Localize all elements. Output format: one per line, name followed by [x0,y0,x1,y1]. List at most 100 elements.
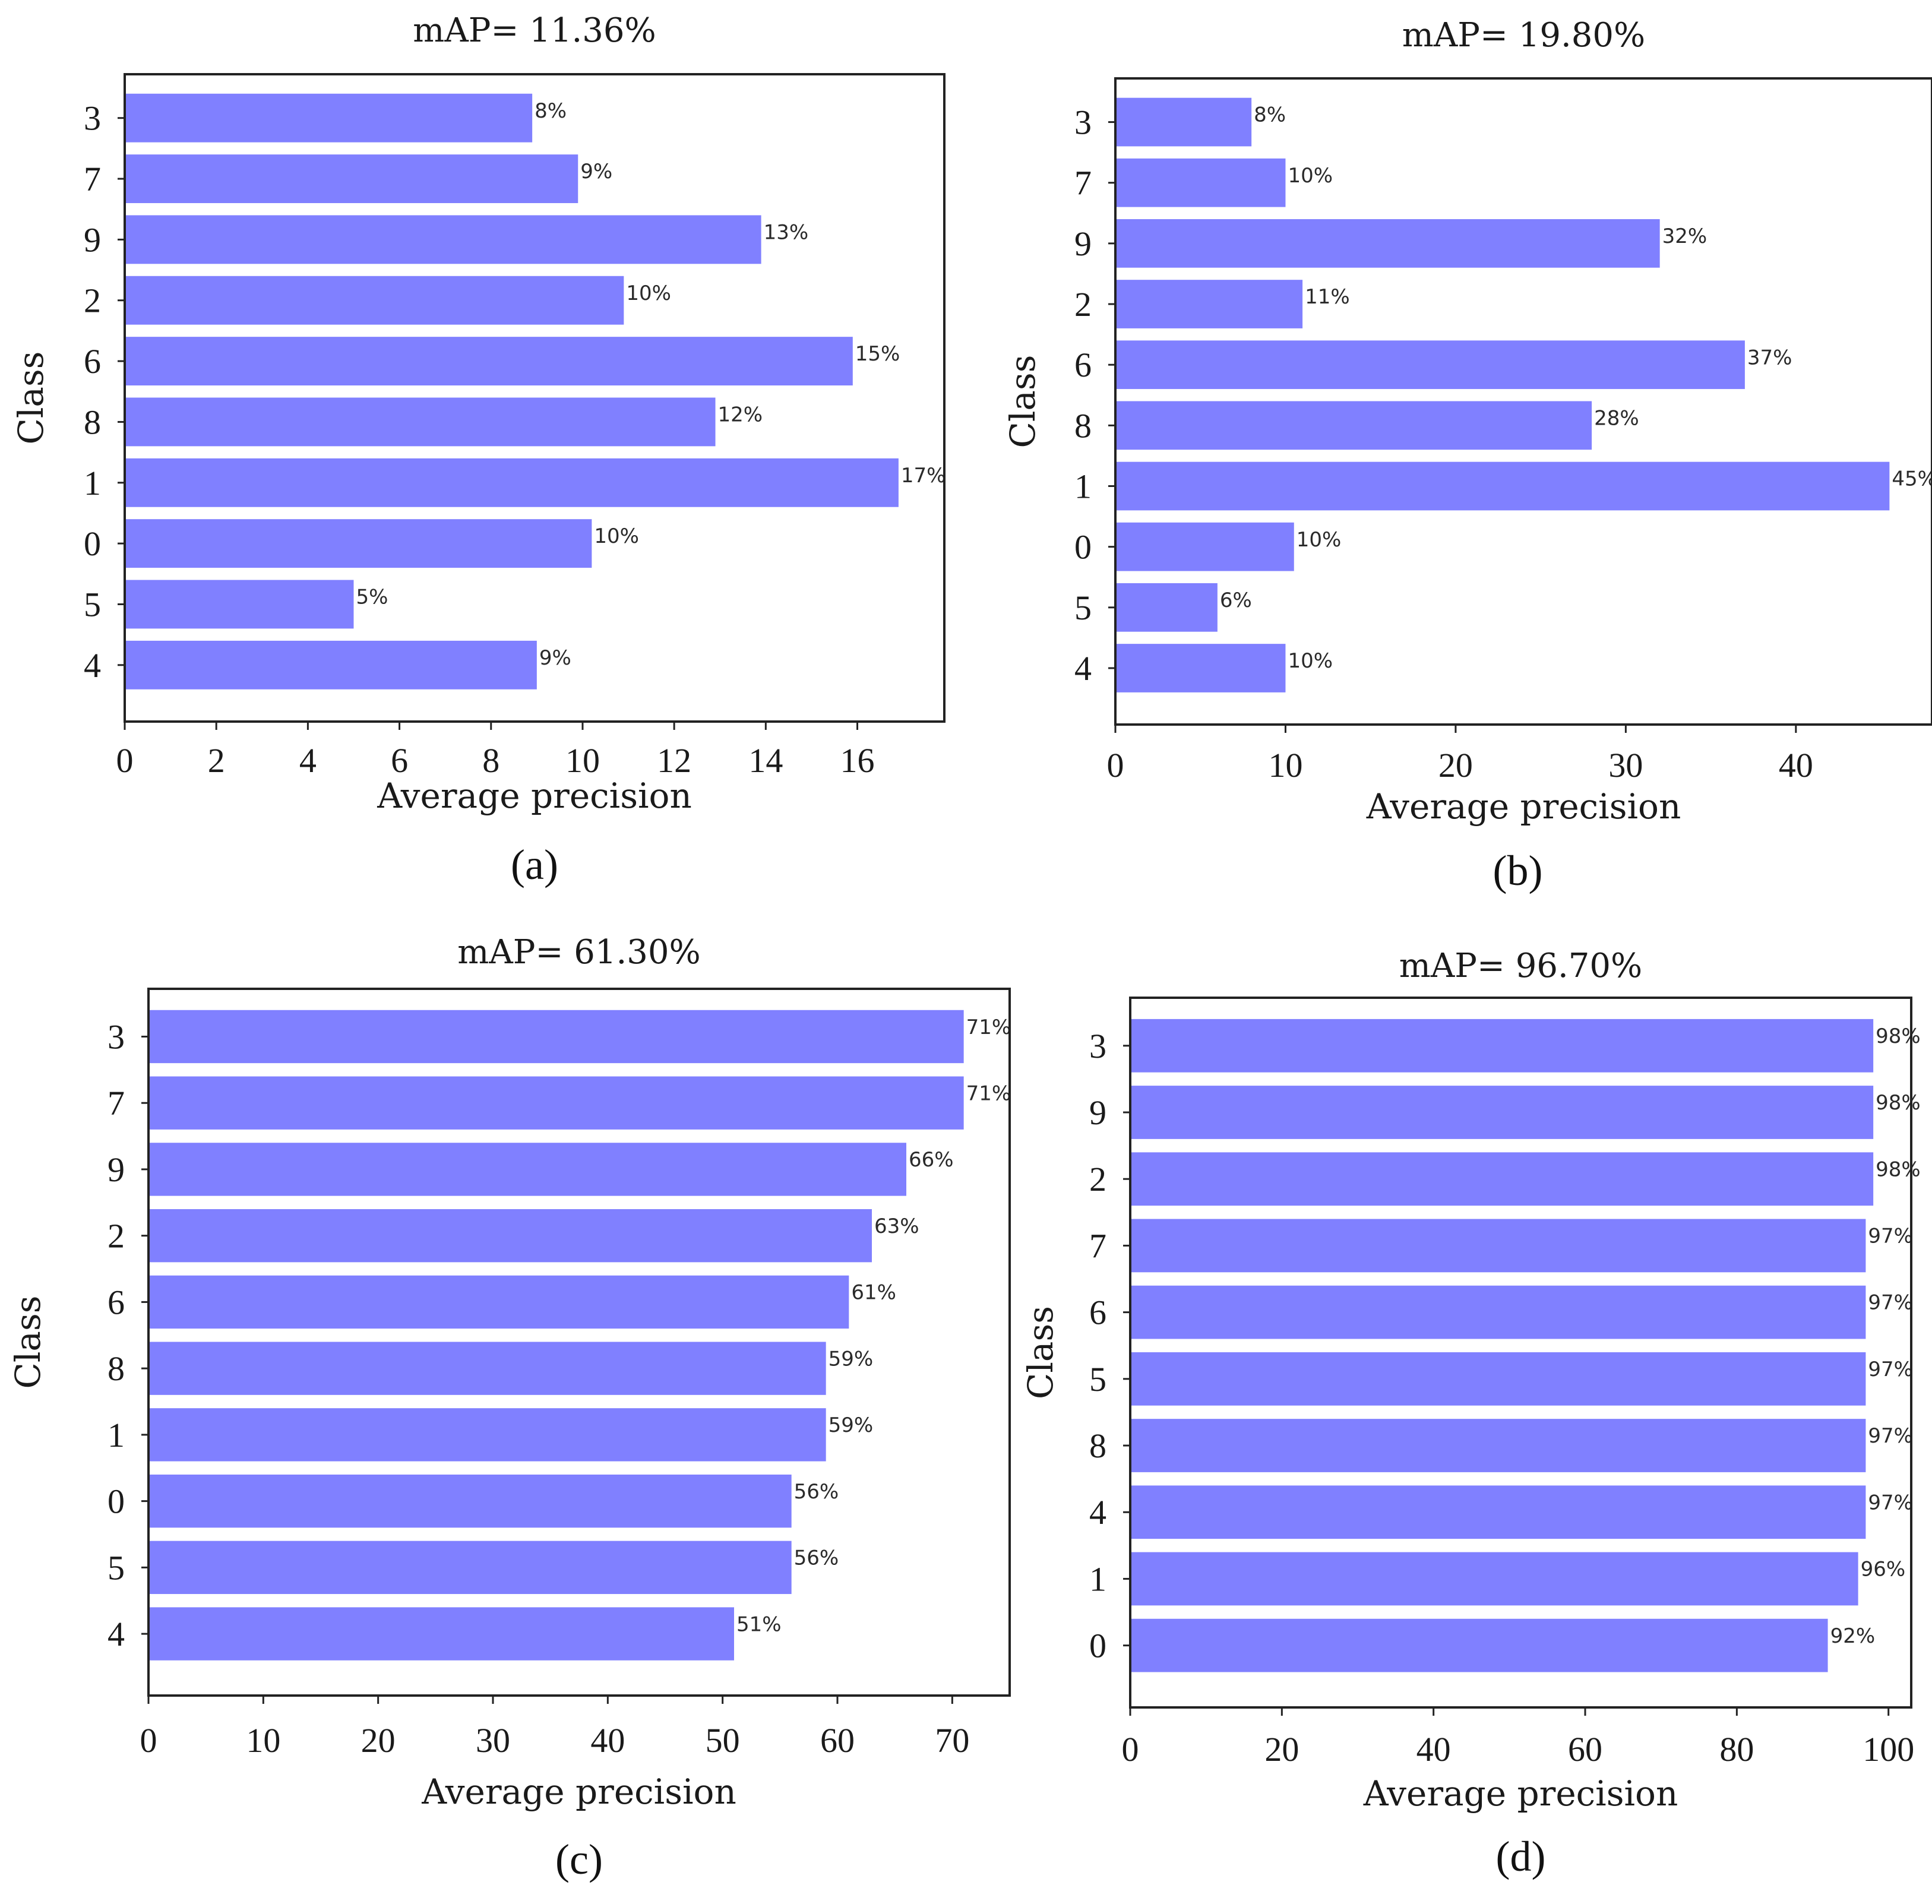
bar-c-class-8 [148,1342,826,1395]
x-axis-label-b: Average precision [1366,786,1681,827]
y-tick-label-c-7: 7 [107,1084,125,1122]
bar-a-class-2 [125,276,624,325]
y-axis-label-b: Class [1003,355,1043,448]
x-tick-label-a-4: 4 [299,741,317,780]
bar-b-class-4 [1115,644,1286,692]
data-label-b-class-7: 10% [1288,164,1333,188]
bar-b-class-0 [1115,522,1294,571]
data-label-a-class-4: 9% [539,646,571,670]
data-label-a-class-2: 10% [626,282,671,305]
bar-c-class-2 [148,1209,872,1263]
bar-b-class-3 [1115,97,1252,147]
bar-c-class-1 [148,1408,826,1462]
data-label-c-class-9: 66% [909,1148,954,1172]
y-tick-label-b-8: 8 [1074,406,1092,445]
bar-a-class-9 [125,215,761,264]
x-axis-label-c: Average precision [421,1772,736,1812]
y-tick-label-b-2: 2 [1074,285,1092,324]
data-label-d-class-1: 96% [1861,1558,1906,1582]
y-tick-label-c-5: 5 [107,1548,125,1587]
x-tick-label-d-20: 20 [1264,1730,1299,1769]
data-label-c-class-7: 71% [966,1081,1011,1105]
panel-caption-a: (a) [511,841,558,888]
bar-d-class-7 [1130,1219,1866,1273]
data-label-a-class-6: 15% [855,342,900,366]
bar-a-class-5 [125,580,354,629]
data-label-b-class-3: 8% [1254,103,1286,127]
y-tick-label-b-6: 6 [1074,346,1092,384]
data-label-d-class-0: 92% [1830,1624,1876,1648]
y-tick-label-a-7: 7 [84,160,101,198]
chart-title-d: mAP= 96.70% [1399,947,1642,985]
data-label-c-class-5: 56% [794,1546,839,1570]
data-label-b-class-4: 10% [1288,649,1333,673]
data-label-a-class-5: 5% [356,586,388,609]
y-tick-label-b-0: 0 [1074,528,1092,567]
chart-panel-d: mAP= 96.70% 98% 3 98% 9 98% 2 97% 7 97% 6 97% 5 97% 8 9… [1020,947,1921,1880]
bar-d-class-5 [1130,1352,1866,1406]
y-tick-label-b-9: 9 [1074,224,1092,263]
data-label-d-class-5: 97% [1868,1358,1913,1381]
y-tick-label-c-9: 9 [107,1150,125,1189]
bar-a-class-8 [125,397,716,447]
y-tick-label-c-1: 1 [107,1416,125,1454]
x-tick-label-c-20: 20 [361,1721,396,1760]
x-tick-label-d-0: 0 [1122,1730,1139,1769]
x-tick-label-b-40: 40 [1779,746,1813,785]
data-label-c-class-6: 61% [851,1281,896,1305]
data-label-c-class-1: 59% [829,1413,874,1437]
x-tick-label-a-2: 2 [208,741,225,780]
x-tick-label-b-0: 0 [1107,746,1124,785]
y-tick-label-d-4: 4 [1089,1493,1106,1532]
chart-title-c: mAP= 61.30% [457,933,700,972]
data-label-b-class-8: 28% [1594,406,1639,430]
bar-c-class-7 [148,1076,964,1130]
plot-frame-d [1129,997,1912,1709]
y-tick-label-a-0: 0 [84,524,101,563]
y-tick-label-c-6: 6 [107,1283,125,1321]
data-label-c-class-2: 63% [874,1214,919,1238]
y-tick-label-d-0: 0 [1089,1627,1106,1665]
bar-c-class-6 [148,1275,849,1329]
bar-d-class-9 [1130,1086,1874,1139]
y-tick-label-d-1: 1 [1089,1560,1106,1598]
data-label-b-class-0: 10% [1297,528,1342,552]
y-axis-label-d: Class [1020,1306,1061,1399]
data-label-d-class-6: 97% [1868,1291,1913,1315]
data-label-b-class-6: 37% [1747,346,1792,369]
y-tick-label-c-3: 3 [107,1017,125,1056]
data-label-a-class-0: 10% [594,524,639,548]
bar-d-class-1 [1130,1552,1858,1606]
bar-c-class-4 [148,1607,734,1661]
y-tick-label-b-7: 7 [1074,164,1092,203]
x-tick-label-a-16: 16 [840,741,875,780]
data-label-d-class-2: 98% [1876,1157,1921,1181]
y-axis-label-a: Class [11,351,51,444]
x-tick-label-a-12: 12 [657,741,691,780]
bar-d-class-2 [1130,1152,1874,1206]
data-label-a-class-8: 12% [718,403,763,426]
plot-frame-a [124,73,946,723]
x-tick-label-b-10: 10 [1268,746,1302,785]
y-tick-label-a-2: 2 [84,282,101,320]
bar-c-class-0 [148,1474,792,1528]
chart-title-a: mAP= 11.36% [413,11,656,50]
bar-b-class-1 [1115,461,1890,511]
bar-b-class-6 [1115,340,1745,390]
y-tick-label-b-5: 5 [1074,589,1092,627]
y-tick-label-b-1: 1 [1074,467,1092,506]
y-tick-label-a-6: 6 [84,342,101,381]
y-tick-label-c-0: 0 [107,1482,125,1521]
y-tick-label-a-5: 5 [84,585,101,624]
chart-panel-a: mAP= 11.36% 8% 3 9% 7 13% 9 10% 2 15% 6 12% 8 17% 1 10%… [11,11,946,888]
y-tick-label-c-2: 2 [107,1217,125,1255]
bar-a-class-3 [125,93,533,143]
panel-caption-b: (b) [1493,847,1543,894]
x-tick-label-b-20: 20 [1438,746,1473,785]
chart-panel-b: mAP= 19.80% 8% 3 10% 7 32% 9 11% 2 37% 6 28% 8 45% 1 10… [1003,16,1932,894]
y-tick-label-a-3: 3 [84,99,101,138]
chart-panel-c: mAP= 61.30% 71% 3 71% 7 66% 9 63% 2 61% 6 59% 8 59% 1 5… [8,933,1011,1883]
x-tick-label-c-10: 10 [246,1721,280,1760]
bar-c-class-5 [148,1541,792,1595]
plot-frame-b [1114,77,1932,726]
